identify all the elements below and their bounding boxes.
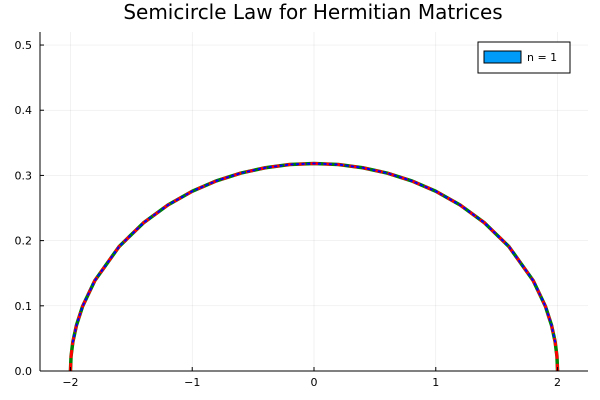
x-tick-label: −1 [184,376,200,389]
y-tick-label: 0.3 [15,169,33,182]
chart-title: Semicircle Law for Hermitian Matrices [123,0,502,24]
x-tick-label: 0 [311,376,318,389]
legend-swatch [483,50,522,64]
y-tick-label: 0.2 [15,235,33,248]
series-line-3 [71,162,557,343]
x-tick-label: −2 [62,376,78,389]
y-tick-label: 0.5 [15,39,33,52]
y-tick-label: 0.1 [15,300,33,313]
series-layer [68,161,560,372]
y-tick-label: 0.0 [15,365,33,378]
legend: n = 1 [477,41,571,74]
x-tick-label: 2 [554,376,561,389]
legend-label: n = 1 [527,51,557,64]
x-tick-label: 1 [432,376,439,389]
y-tick-label: 0.4 [15,104,33,117]
ticks-layer: −2 −1 0 1 2 0.0 0.1 0.2 0.3 0.4 0.5 [15,39,562,389]
